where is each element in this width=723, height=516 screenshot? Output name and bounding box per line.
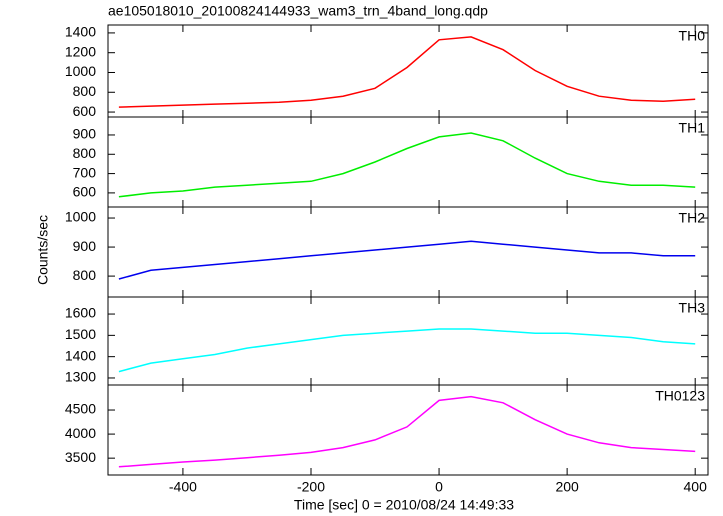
panel-frame xyxy=(107,296,709,386)
series-label: TH1 xyxy=(679,120,706,136)
y-tick-label: 800 xyxy=(73,83,97,99)
x-axis-label: Time [sec] 0 = 2010/08/24 14:49:33 xyxy=(294,497,514,513)
series-label: TH2 xyxy=(679,210,706,226)
data-line xyxy=(118,328,696,373)
panel-frame xyxy=(107,116,709,208)
series-label: TH0123 xyxy=(655,388,705,404)
y-tick-label: 900 xyxy=(73,126,97,142)
data-line xyxy=(118,240,696,280)
panel-frame xyxy=(107,384,709,476)
x-tick-label: 400 xyxy=(684,479,708,495)
data-line xyxy=(118,36,696,108)
chart-title: ae105018010_20100824144933_wam3_trn_4ban… xyxy=(108,3,488,19)
y-tick-label: 1400 xyxy=(65,347,96,363)
y-tick-label: 600 xyxy=(73,184,97,200)
x-tick-label: -400 xyxy=(169,479,197,495)
x-tick-label: -200 xyxy=(297,479,325,495)
y-tick-label: 3500 xyxy=(65,449,96,465)
y-tick-label: 1600 xyxy=(65,305,96,321)
y-axis-label: Counts/sec xyxy=(35,215,51,285)
y-tick-label: 4500 xyxy=(65,401,96,417)
panel-frame xyxy=(107,206,709,298)
y-tick-label: 4000 xyxy=(65,425,96,441)
series-label: TH0 xyxy=(679,28,706,44)
y-tick-label: 1400 xyxy=(65,24,96,40)
y-tick-label: 1000 xyxy=(65,63,96,79)
y-tick-label: 600 xyxy=(73,103,97,119)
y-tick-label: 800 xyxy=(73,267,97,283)
panel-frame xyxy=(107,24,709,118)
y-tick-label: 1200 xyxy=(65,43,96,59)
y-tick-label: 700 xyxy=(73,164,97,180)
data-line xyxy=(118,132,696,198)
x-tick-label: 0 xyxy=(435,479,443,495)
series-label: TH3 xyxy=(679,300,706,316)
y-tick-label: 800 xyxy=(73,145,97,161)
y-tick-label: 900 xyxy=(73,238,97,254)
data-line xyxy=(118,395,696,468)
x-tick-label: 200 xyxy=(555,479,579,495)
y-tick-label: 1000 xyxy=(65,209,96,225)
y-tick-label: 1300 xyxy=(65,369,96,385)
y-tick-label: 1500 xyxy=(65,326,96,342)
